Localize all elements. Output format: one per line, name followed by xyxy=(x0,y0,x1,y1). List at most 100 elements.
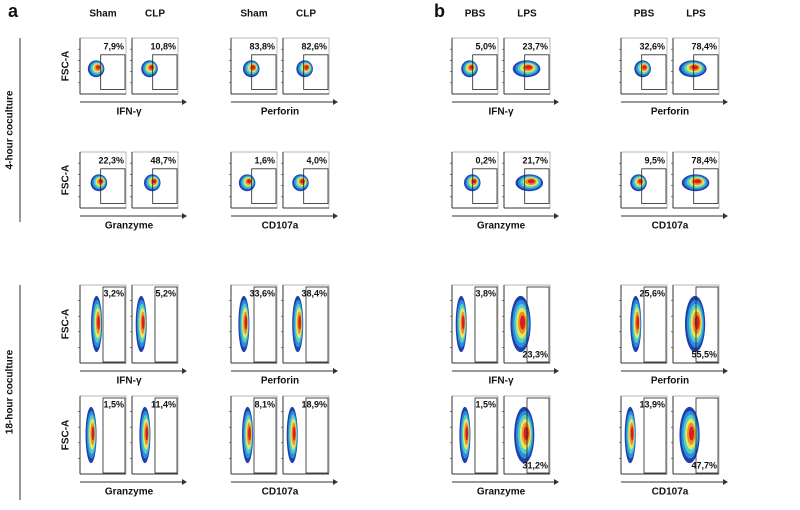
column-header: PBS xyxy=(465,9,486,20)
density xyxy=(523,426,529,441)
dot-plot: 13,9% xyxy=(619,395,668,475)
gate-percent: 32,6% xyxy=(639,41,665,51)
gate xyxy=(102,397,126,474)
x-axis-label: CD107a xyxy=(262,487,299,498)
dot-plot: 23,3% xyxy=(502,284,551,364)
density xyxy=(304,65,309,70)
gate-percent: 4,0% xyxy=(306,155,327,165)
dot-plot: 78,4% xyxy=(671,37,720,95)
density xyxy=(520,315,526,330)
gate-percent: 5,2% xyxy=(155,288,176,298)
plot-frame xyxy=(451,37,499,95)
dot-plot: 5,2% xyxy=(130,284,179,364)
arrow-head xyxy=(554,213,559,219)
y-axis-label: FSC-A xyxy=(61,420,72,451)
gate xyxy=(154,286,178,363)
density xyxy=(145,426,149,441)
arrow-head xyxy=(723,213,728,219)
y-axis-label: FSC-A xyxy=(61,51,72,82)
x-axis-label: IFN-γ xyxy=(489,376,514,387)
dot-plot: 3,2% xyxy=(78,284,127,364)
gate-percent: 25,6% xyxy=(639,288,665,298)
x-axis-label: Perforin xyxy=(651,376,689,387)
gate xyxy=(641,54,667,90)
x-axis-label: Granzyme xyxy=(105,487,154,498)
gate-percent: 18,9% xyxy=(301,399,327,409)
gate-percent: 13,9% xyxy=(639,399,665,409)
dot-plot: 83,8% xyxy=(229,37,278,95)
density xyxy=(689,426,695,441)
gate-percent: 55,5% xyxy=(691,349,717,359)
x-axis-label: IFN-γ xyxy=(489,107,514,118)
density xyxy=(636,315,640,330)
gate xyxy=(100,168,126,204)
dot-plot: 31,2% xyxy=(502,395,551,475)
density xyxy=(251,65,256,70)
arrow-head xyxy=(182,99,187,105)
gate-percent: 22,3% xyxy=(98,155,124,165)
dot-plot: 47,7% xyxy=(671,395,720,475)
density xyxy=(97,315,100,330)
gate-percent: 1,5% xyxy=(475,399,496,409)
density xyxy=(152,179,157,184)
dot-plot: 48,7% xyxy=(130,151,179,209)
gate xyxy=(152,168,178,204)
gate xyxy=(305,397,329,474)
dot-plot: 55,5% xyxy=(671,284,720,364)
gate xyxy=(474,397,498,474)
dot-plot: 1,5% xyxy=(78,395,127,475)
gate xyxy=(251,54,277,90)
density xyxy=(630,426,634,441)
x-axis-label: CD107a xyxy=(262,221,299,232)
y-axis-label: FSC-A xyxy=(61,309,72,340)
density xyxy=(691,65,699,70)
column-header: CLP xyxy=(296,9,316,20)
gate xyxy=(472,168,498,204)
gate xyxy=(524,168,550,204)
row-label: 4-hour coculture xyxy=(5,90,16,169)
gate xyxy=(253,397,277,474)
arrow-head xyxy=(723,479,728,485)
y-axis-label: FSC-A xyxy=(61,165,72,196)
column-header: Sham xyxy=(240,9,267,20)
dot-plot: 10,8% xyxy=(130,37,179,95)
panel-letter: a xyxy=(8,1,19,21)
density xyxy=(244,315,248,330)
dot-plot: 3,8% xyxy=(450,284,499,364)
dot-plot: 8,1% xyxy=(229,395,278,475)
gate xyxy=(305,286,329,363)
density xyxy=(96,65,101,70)
dot-plot: 25,6% xyxy=(619,284,668,364)
gate xyxy=(695,286,719,363)
gate-percent: 78,4% xyxy=(691,155,717,165)
dot-plot: 4,0% xyxy=(281,151,330,209)
gate-percent: 83,8% xyxy=(249,41,275,51)
arrow-head xyxy=(333,368,338,374)
dot-plot: 9,5% xyxy=(619,151,668,209)
density xyxy=(247,179,252,184)
dot-plot: 1,6% xyxy=(229,151,278,209)
column-header: PBS xyxy=(634,9,655,20)
dot-plot: 78,4% xyxy=(671,151,720,209)
arrow-head xyxy=(554,479,559,485)
gate xyxy=(643,397,667,474)
column-header: LPS xyxy=(686,9,706,20)
column-header: CLP xyxy=(145,9,165,20)
gate xyxy=(102,286,126,363)
panel-letter: b xyxy=(434,1,445,21)
density xyxy=(461,315,465,330)
density xyxy=(527,179,535,184)
gate-percent: 82,6% xyxy=(301,41,327,51)
gate-percent: 48,7% xyxy=(150,155,176,165)
gate-percent: 23,3% xyxy=(522,349,548,359)
column-header: Sham xyxy=(89,9,116,20)
gate xyxy=(524,54,550,90)
column-header: LPS xyxy=(517,9,537,20)
arrow-head xyxy=(723,368,728,374)
dot-plot: 21,7% xyxy=(502,151,551,209)
gate xyxy=(641,168,667,204)
gate xyxy=(100,54,126,90)
gate xyxy=(303,168,329,204)
gate-percent: 47,7% xyxy=(691,460,717,470)
